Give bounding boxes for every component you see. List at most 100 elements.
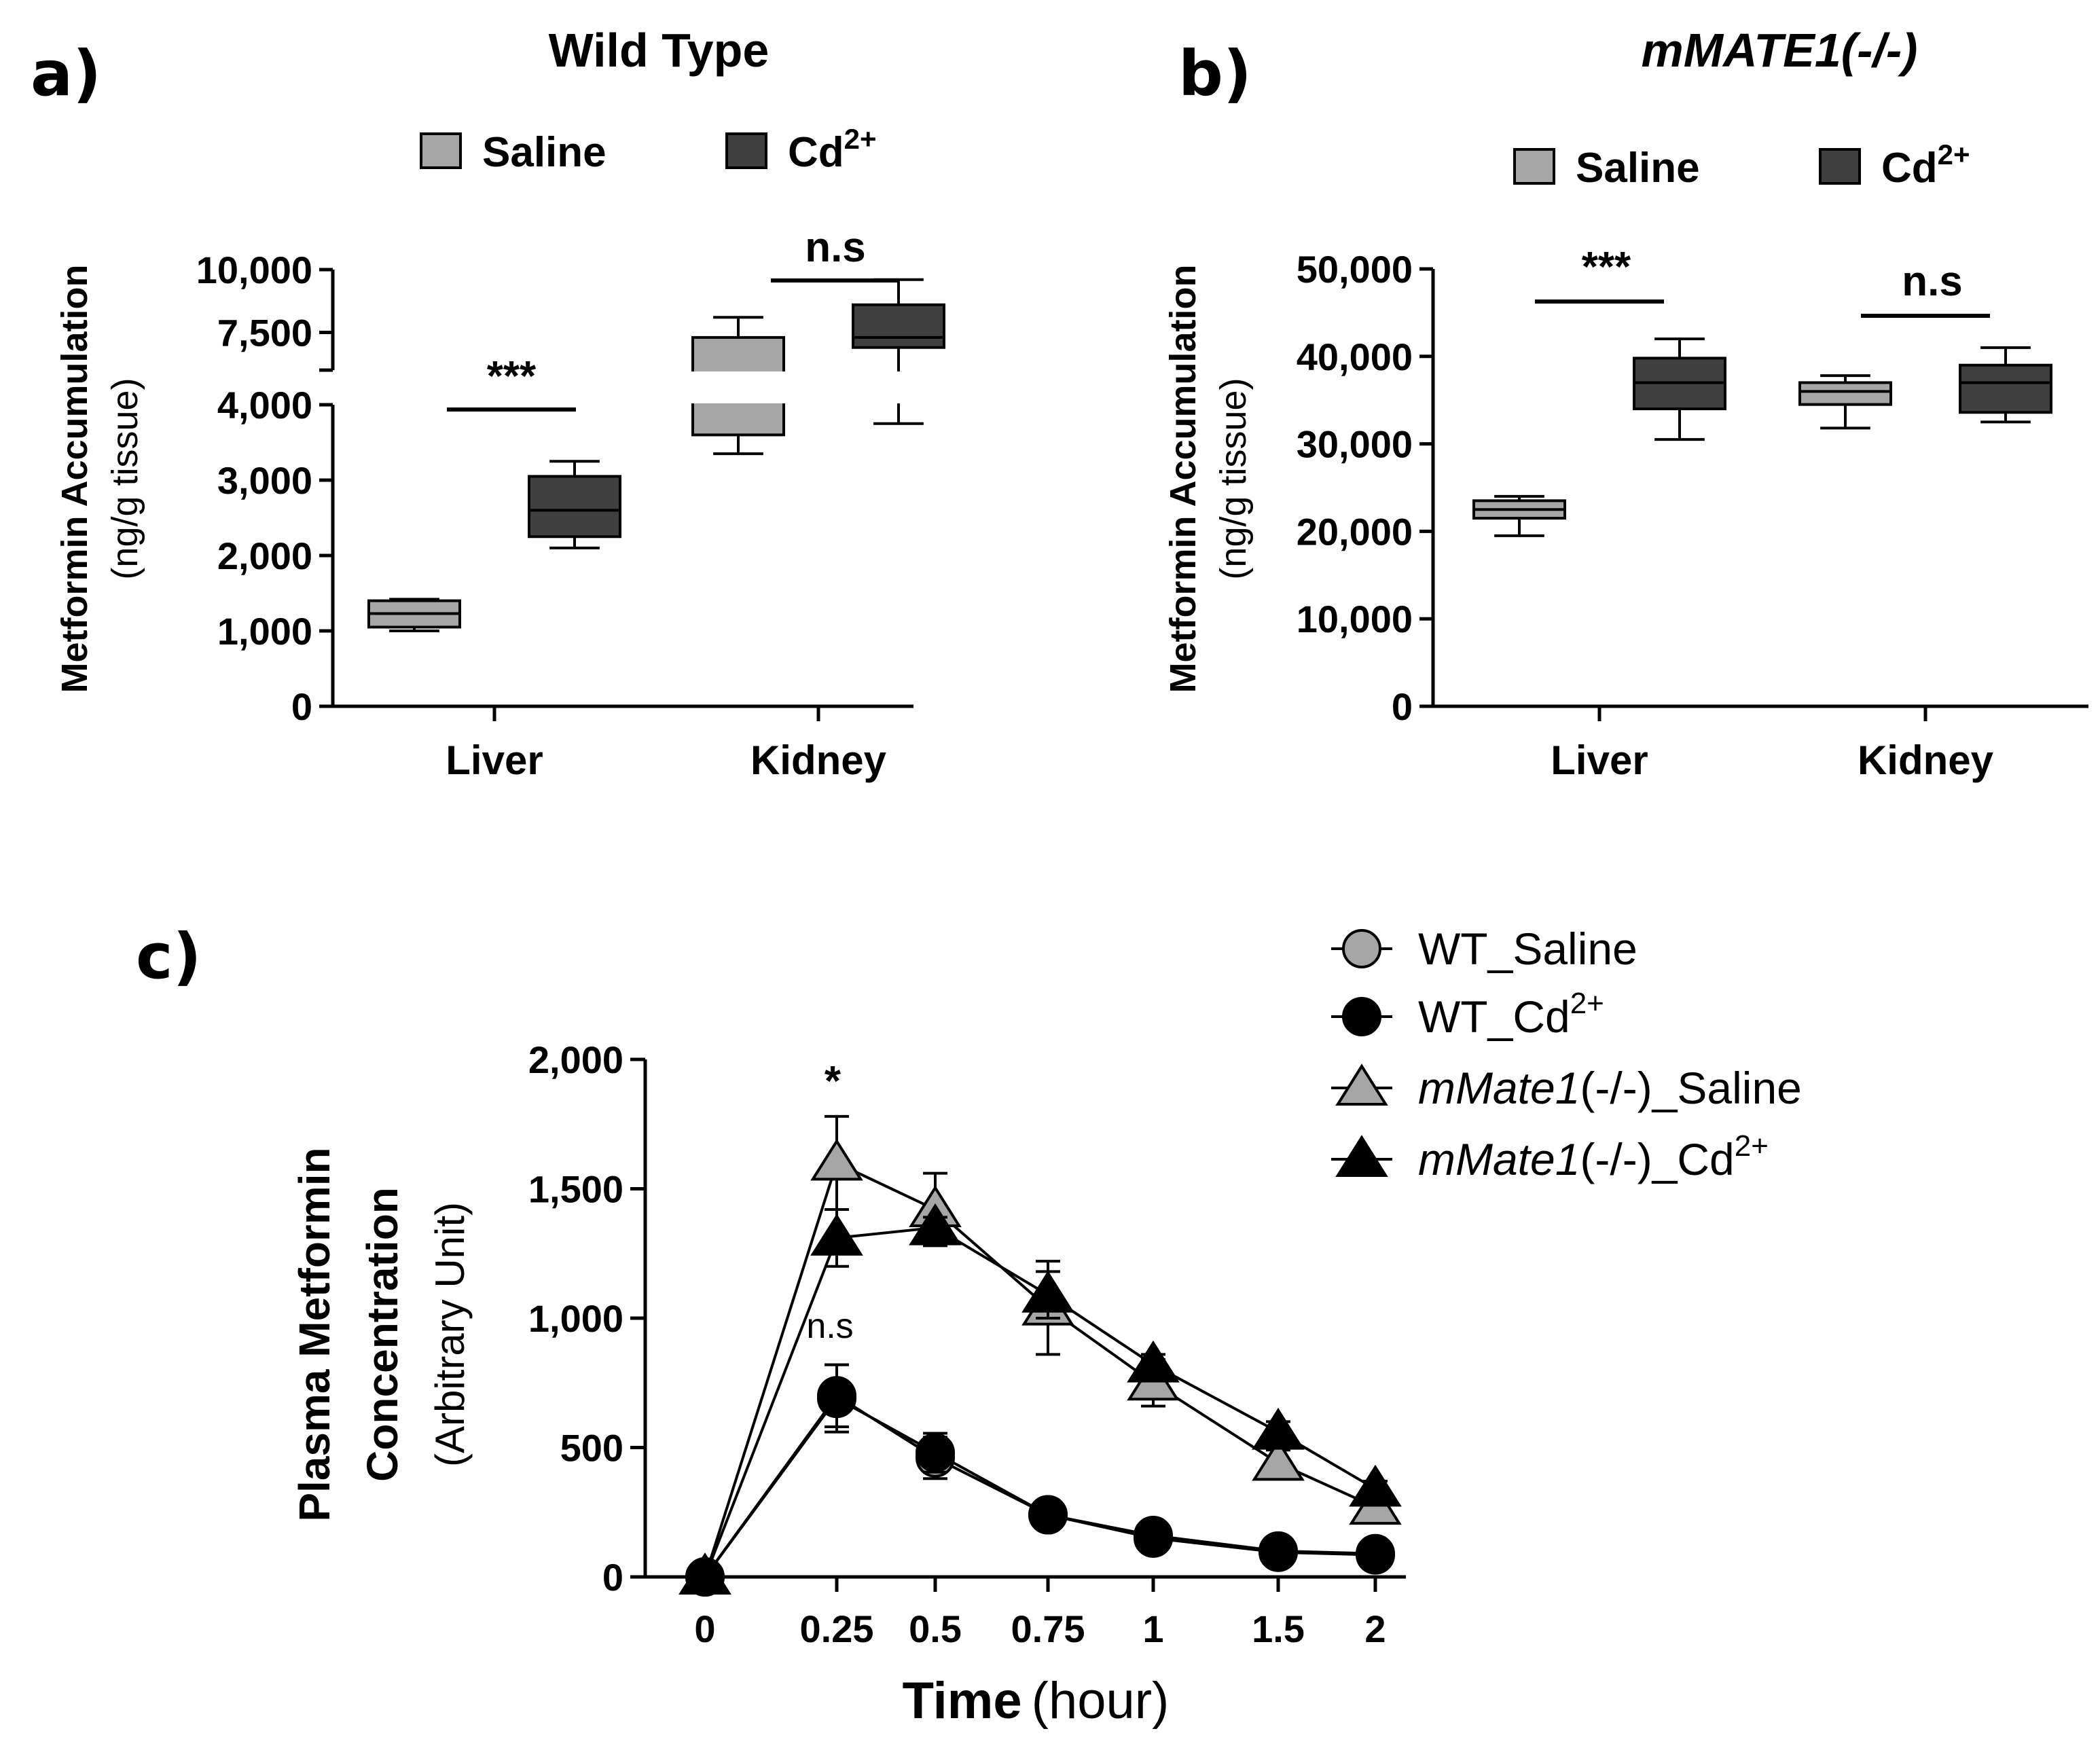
box-liver-saline bbox=[1472, 494, 1566, 537]
panel-a-ylabel-main: Metformin Accumulation bbox=[54, 264, 95, 693]
legend-label-sup: 2+ bbox=[844, 123, 877, 155]
y-tick-label: 1,000 bbox=[528, 1297, 623, 1340]
panel-b-significance: *** n.s bbox=[1535, 244, 1990, 318]
box-kidney-saline bbox=[1798, 374, 1892, 430]
legend-label-paren: (-/-) bbox=[1580, 1063, 1652, 1113]
y-tick-label: 40,000 bbox=[1297, 335, 1413, 378]
legend-swatch-cd bbox=[1819, 148, 1861, 185]
data-point bbox=[1028, 1495, 1068, 1535]
legend-label-main: _Saline bbox=[1652, 1063, 1802, 1113]
data-point bbox=[1356, 1535, 1395, 1575]
legend-label-sup: 2+ bbox=[1570, 987, 1604, 1020]
x-tick-label: 0.75 bbox=[1011, 1607, 1085, 1650]
panel-a-significance: *** n.s bbox=[447, 224, 900, 412]
panel-b: b) mMATE1(-/-) Saline Cd2+ Metformin Accu… bbox=[1163, 24, 2088, 783]
panel-a-y-axis-label: Metformin Accumulation (ng/g tissue) bbox=[54, 264, 145, 693]
legend-item-wt_cd: WT_Cd2+ bbox=[1331, 987, 1604, 1042]
legend-label: WT_Cd2+ bbox=[1418, 987, 1604, 1042]
x-tick-label: 1 bbox=[1142, 1607, 1163, 1650]
panel-c-xlabel-unit: (hour) bbox=[1032, 1672, 1170, 1730]
box-liver-cd bbox=[1633, 338, 1726, 441]
y-tick-label: 1,000 bbox=[217, 610, 312, 653]
box-iqr bbox=[528, 475, 621, 539]
panel-b-ylabel-sub: (ng/g tissue) bbox=[1213, 378, 1254, 579]
panel-a-boxes bbox=[367, 278, 945, 632]
data-point bbox=[1134, 1518, 1173, 1558]
legend-label-text: Saline bbox=[482, 129, 607, 176]
legend-label-italic: mMate1 bbox=[1418, 1063, 1580, 1113]
legend-label-sup: 2+ bbox=[1735, 1129, 1769, 1163]
panel-a-letter: a) bbox=[31, 37, 101, 110]
significance-label: *** bbox=[487, 353, 537, 400]
y-tick-label: 20,000 bbox=[1297, 510, 1413, 553]
y-tick-label: 2,000 bbox=[217, 534, 312, 577]
y-tick-label: 1,500 bbox=[528, 1168, 623, 1211]
x-tick-label: 0.25 bbox=[800, 1607, 874, 1650]
data-point bbox=[1259, 1532, 1298, 1572]
box-kidney-cd bbox=[852, 278, 945, 425]
panel-c-ylabel-line1: Plasma Metformin bbox=[290, 1147, 339, 1521]
box-liver-saline bbox=[367, 598, 461, 632]
panel-a-legend: Saline Cd2+ bbox=[420, 123, 877, 176]
panel-c-x-axis-label: Time (hour) bbox=[903, 1672, 1170, 1730]
significance-label: n.s bbox=[1902, 258, 1963, 305]
y-tick-label: 3,000 bbox=[217, 459, 312, 502]
legend-label: mMate1(-/-)_Cd2+ bbox=[1418, 1129, 1769, 1184]
significance-label: *** bbox=[1582, 244, 1631, 291]
annotation-star: * bbox=[825, 1058, 841, 1105]
legend-swatch-cd bbox=[725, 132, 767, 169]
legend-label: WT_Saline bbox=[1418, 924, 1637, 974]
data-point bbox=[817, 1379, 856, 1419]
box-iqr bbox=[852, 303, 945, 349]
box-kidney-cd bbox=[1959, 346, 2052, 424]
data-point bbox=[916, 1433, 955, 1473]
legend-label-text: Cd bbox=[1881, 145, 1938, 192]
panel-b-title: mMATE1(-/-) bbox=[1642, 24, 1918, 77]
y-tick-label: 0 bbox=[291, 685, 312, 728]
legend-marker bbox=[1335, 1135, 1388, 1177]
data-point bbox=[1252, 1407, 1305, 1450]
data-point bbox=[810, 1138, 863, 1181]
significance-label: n.s bbox=[805, 224, 866, 271]
data-point bbox=[909, 1203, 962, 1245]
panel-b-letter: b) bbox=[1178, 37, 1252, 110]
panel-b-ylabel-main: Metformin Accumulation bbox=[1163, 264, 1203, 693]
panel-c: c) Plasma Metformin Concentration (Arbit… bbox=[136, 920, 1802, 1730]
legend-label-cd: Cd2+ bbox=[788, 123, 877, 176]
panel-b-legend: Saline Cd2+ bbox=[1513, 139, 1970, 192]
legend-label-paren: (-/-) bbox=[1580, 1134, 1652, 1184]
y-tick-label: 4,000 bbox=[217, 384, 312, 426]
svg-text:Time(hour): Time (hour) bbox=[903, 1672, 1170, 1730]
data-point bbox=[810, 1214, 863, 1256]
panel-a-title: Wild Type bbox=[549, 24, 770, 77]
data-point bbox=[1127, 1340, 1180, 1383]
panel-c-axes: 0 500 1,000 1,500 2,000 0 0.25 0.5 0.75 1 1.5 2 bbox=[528, 1038, 1406, 1650]
legend-marker bbox=[1342, 929, 1381, 968]
panel-c-ylabel-sub: (Arbitrary Unit) bbox=[427, 1202, 473, 1467]
legend-marker bbox=[1335, 1063, 1388, 1106]
panel-c-xlabel-main: Time bbox=[903, 1672, 1022, 1730]
panel-c-y-axis-label: Plasma Metformin Concentration (Arbitrar… bbox=[290, 1147, 473, 1521]
legend-label-saline: Saline bbox=[482, 129, 607, 176]
y-tick-label: 2,000 bbox=[528, 1038, 623, 1081]
panel-c-legend: WT_SalineWT_Cd2+mMate1(-/-)_SalinemMate1… bbox=[1331, 924, 1802, 1184]
box-iqr bbox=[1959, 363, 2052, 414]
x-category-label: Kidney bbox=[750, 738, 887, 783]
data-point bbox=[1252, 1438, 1305, 1481]
legend-label-italic: mMate1 bbox=[1418, 1134, 1580, 1184]
y-tick-label: 10,000 bbox=[1297, 598, 1413, 640]
y-tick-label: 30,000 bbox=[1297, 423, 1413, 466]
legend-label-main: WT_Cd bbox=[1418, 992, 1570, 1042]
panel-b-boxes bbox=[1472, 338, 2052, 537]
data-point bbox=[1021, 1270, 1074, 1313]
y-tick-label: 0 bbox=[1392, 685, 1413, 728]
legend-label-sup: 2+ bbox=[1938, 139, 1970, 170]
y-tick-label: 0 bbox=[602, 1556, 623, 1599]
legend-label-saline: Saline bbox=[1576, 145, 1700, 192]
y-tick-label: 50,000 bbox=[1297, 248, 1413, 291]
x-category-label: Liver bbox=[1551, 738, 1648, 783]
box-iqr bbox=[1798, 381, 1892, 406]
legend-swatch-saline bbox=[420, 132, 462, 169]
data-point bbox=[1349, 1464, 1402, 1507]
